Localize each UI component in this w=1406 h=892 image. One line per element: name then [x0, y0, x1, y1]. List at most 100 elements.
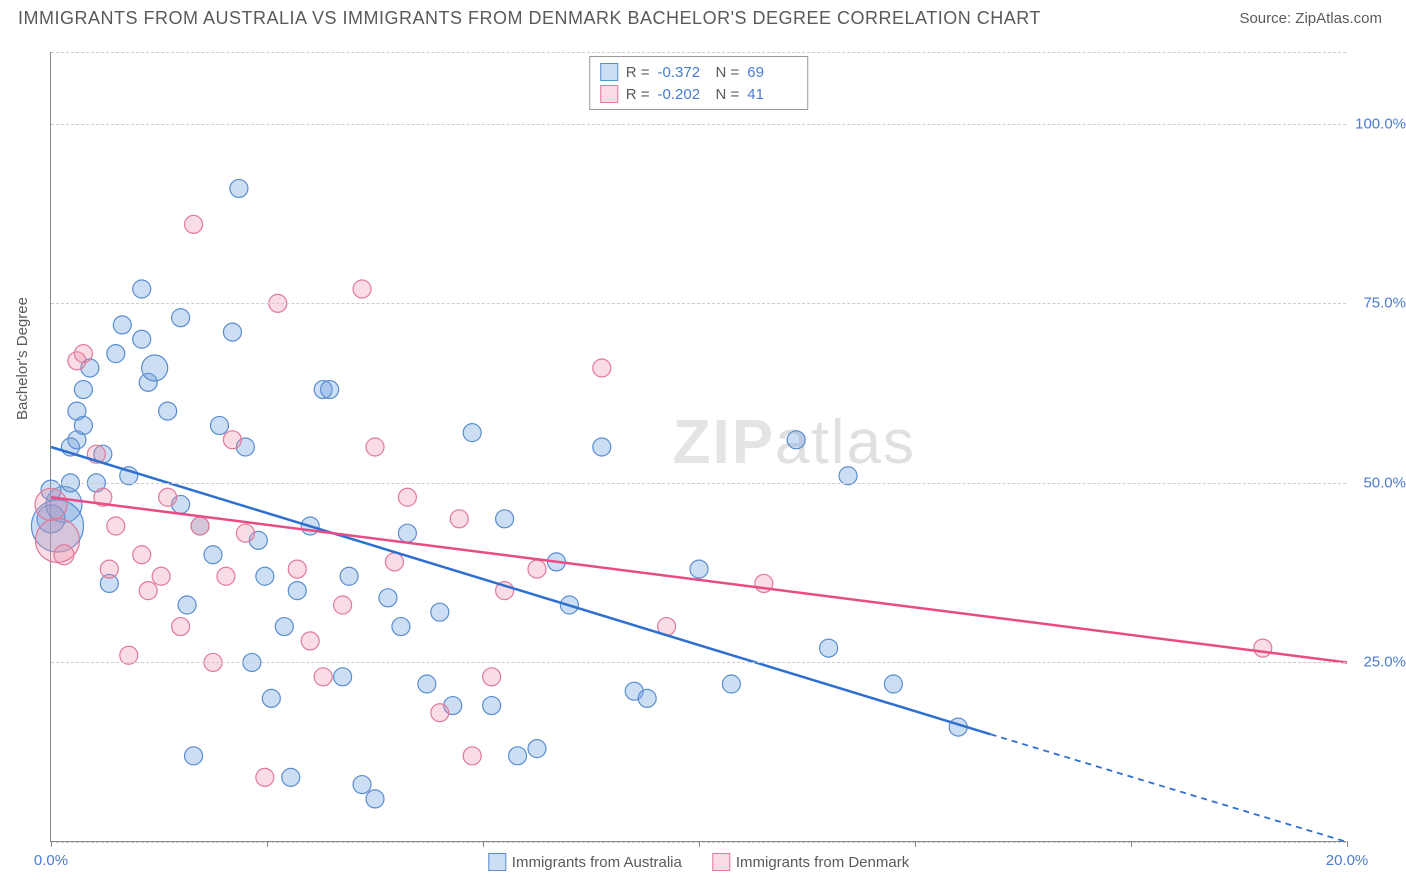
data-point	[185, 215, 203, 233]
data-point	[366, 438, 384, 456]
data-point	[256, 567, 274, 585]
gridline	[51, 662, 1346, 663]
data-point	[463, 747, 481, 765]
legend-item-denmark: Immigrants from Denmark	[712, 853, 909, 871]
legend-row-denmark: R = -0.202 N = 41	[600, 83, 798, 105]
data-point	[496, 510, 514, 528]
data-point	[321, 381, 339, 399]
data-point	[275, 618, 293, 636]
data-point	[204, 546, 222, 564]
data-point	[74, 381, 92, 399]
data-point	[593, 359, 611, 377]
data-point	[398, 524, 416, 542]
data-point	[210, 416, 228, 434]
swatch-icon	[600, 85, 618, 103]
data-point	[463, 424, 481, 442]
y-tick-label: 25.0%	[1351, 654, 1406, 671]
source-attribution: Source: ZipAtlas.com	[1239, 10, 1382, 27]
data-point	[431, 603, 449, 621]
data-point	[366, 790, 384, 808]
data-point	[133, 546, 151, 564]
data-point	[74, 416, 92, 434]
data-point	[185, 747, 203, 765]
data-point	[353, 280, 371, 298]
chart-title: IMMIGRANTS FROM AUSTRALIA VS IMMIGRANTS …	[18, 8, 1041, 29]
data-point	[398, 488, 416, 506]
regression-line	[51, 447, 991, 734]
data-point	[54, 545, 74, 565]
data-point	[884, 675, 902, 693]
x-tick	[699, 841, 700, 847]
data-point	[593, 438, 611, 456]
data-point	[638, 689, 656, 707]
data-point	[223, 323, 241, 341]
swatch-icon	[712, 853, 730, 871]
data-point	[722, 675, 740, 693]
x-tick	[1131, 841, 1132, 847]
data-point	[236, 524, 254, 542]
swatch-icon	[488, 853, 506, 871]
data-point	[35, 488, 67, 520]
data-point	[450, 510, 468, 528]
data-point	[100, 560, 118, 578]
correlation-legend: R = -0.372 N = 69 R = -0.202 N = 41	[589, 56, 809, 110]
data-point	[385, 553, 403, 571]
data-point	[483, 697, 501, 715]
scatter-svg	[51, 52, 1347, 842]
data-point	[334, 668, 352, 686]
data-point	[288, 582, 306, 600]
data-point	[820, 639, 838, 657]
data-point	[159, 402, 177, 420]
data-point	[262, 689, 280, 707]
data-point	[1254, 639, 1272, 657]
data-point	[392, 618, 410, 636]
data-point	[159, 488, 177, 506]
data-point	[113, 316, 131, 334]
data-point	[418, 675, 436, 693]
data-point	[223, 431, 241, 449]
gridline	[51, 52, 1346, 53]
data-point	[172, 618, 190, 636]
y-axis-label: Bachelor's Degree	[14, 297, 31, 420]
data-point	[172, 309, 190, 327]
data-point	[107, 345, 125, 363]
x-tick	[267, 841, 268, 847]
data-point	[340, 567, 358, 585]
x-tick	[51, 841, 52, 847]
data-point	[528, 740, 546, 758]
data-point	[256, 768, 274, 786]
data-point	[178, 596, 196, 614]
y-tick-label: 100.0%	[1351, 115, 1406, 132]
legend-item-australia: Immigrants from Australia	[488, 853, 682, 871]
data-point	[690, 560, 708, 578]
x-tick	[915, 841, 916, 847]
data-point	[314, 668, 332, 686]
y-tick-label: 50.0%	[1351, 474, 1406, 491]
data-point	[379, 589, 397, 607]
data-point	[509, 747, 527, 765]
y-tick-label: 75.0%	[1351, 295, 1406, 312]
x-tick-label: 20.0%	[1326, 852, 1369, 869]
data-point	[217, 567, 235, 585]
regression-line-extrapolated	[991, 734, 1347, 842]
x-tick	[1347, 841, 1348, 847]
data-point	[528, 560, 546, 578]
data-point	[787, 431, 805, 449]
plot-area: ZIPatlas R = -0.372 N = 69 R = -0.202 N …	[50, 52, 1346, 842]
data-point	[431, 704, 449, 722]
data-point	[282, 768, 300, 786]
data-point	[133, 280, 151, 298]
series-legend: Immigrants from Australia Immigrants fro…	[488, 853, 909, 871]
x-tick	[483, 841, 484, 847]
x-tick-label: 0.0%	[34, 852, 68, 869]
data-point	[107, 517, 125, 535]
regression-line	[51, 497, 1347, 662]
data-point	[142, 355, 168, 381]
data-point	[353, 776, 371, 794]
data-point	[139, 582, 157, 600]
data-point	[74, 345, 92, 363]
swatch-icon	[600, 63, 618, 81]
gridline	[51, 303, 1346, 304]
gridline	[51, 124, 1346, 125]
data-point	[230, 179, 248, 197]
